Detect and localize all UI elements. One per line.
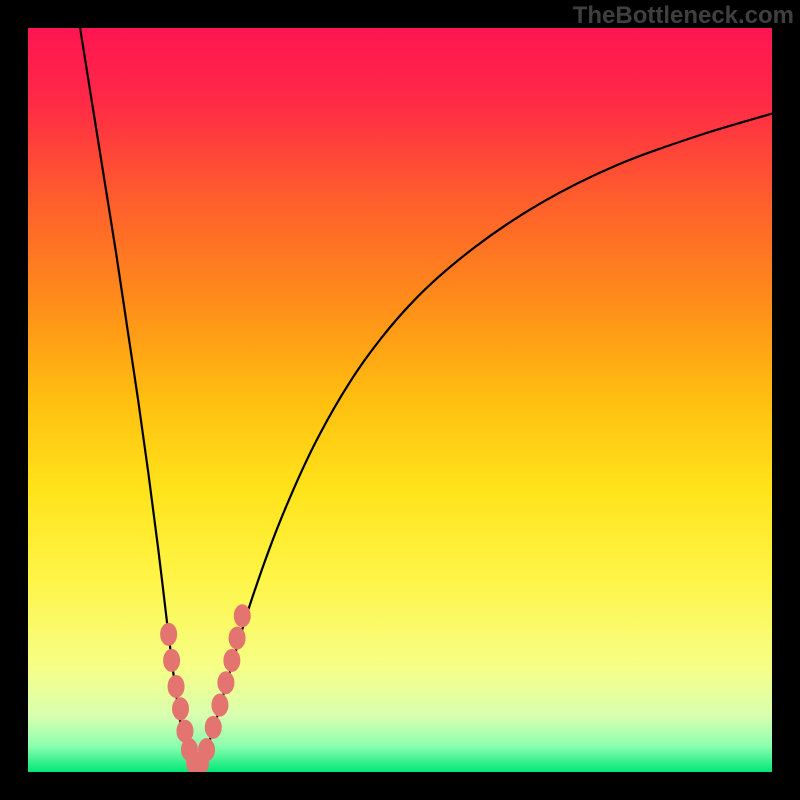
data-marker	[168, 675, 184, 697]
data-marker	[229, 627, 245, 649]
data-marker	[212, 694, 228, 716]
bottleneck-curve	[80, 28, 772, 769]
plot-area	[28, 28, 772, 772]
watermark-text: TheBottleneck.com	[573, 2, 794, 30]
data-marker	[205, 716, 221, 738]
chart-container: { "meta": { "watermark_text": "TheBottle…	[0, 0, 800, 800]
data-marker	[173, 698, 189, 720]
data-marker	[224, 649, 240, 671]
data-marker	[218, 672, 234, 694]
data-marker	[234, 605, 250, 627]
data-marker	[199, 739, 215, 761]
data-marker	[161, 623, 177, 645]
data-marker	[164, 649, 180, 671]
curve-layer	[28, 28, 772, 772]
